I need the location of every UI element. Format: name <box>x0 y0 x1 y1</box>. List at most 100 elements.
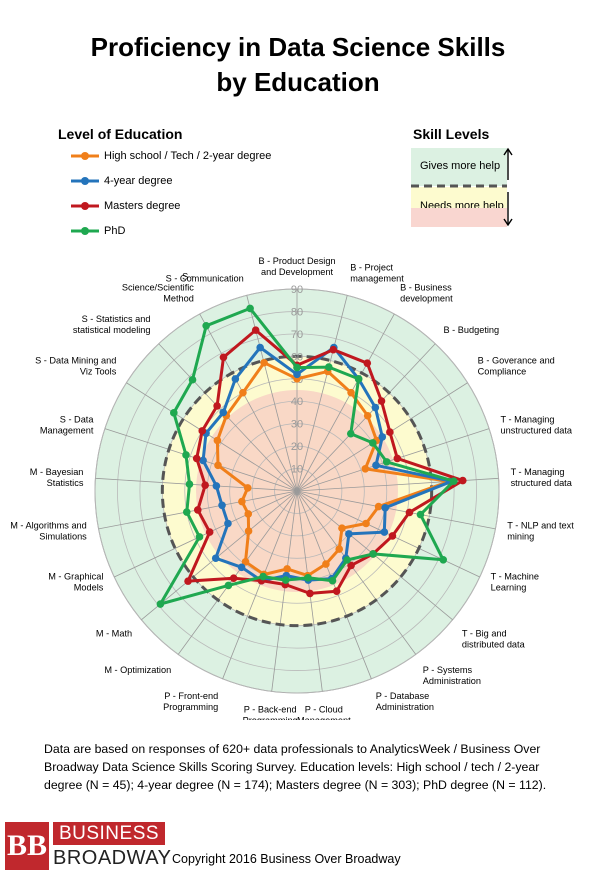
data-point <box>184 577 192 585</box>
data-point <box>260 358 268 367</box>
data-point <box>347 388 355 397</box>
data-point <box>306 589 314 598</box>
data-point <box>322 560 330 568</box>
data-point <box>304 574 312 582</box>
axis-category-label: T - Machine Learning <box>491 572 539 593</box>
radial-tick-label: 20 <box>291 441 303 453</box>
data-point <box>374 502 383 511</box>
data-point <box>378 433 387 441</box>
data-point <box>450 477 458 485</box>
data-point <box>243 484 252 492</box>
data-point <box>416 510 425 519</box>
chart-title: Proficiency in Data Science Skills by Ed… <box>0 30 596 100</box>
spoke <box>222 490 298 679</box>
threshold-ring <box>160 354 434 628</box>
data-point <box>219 408 228 417</box>
data-point <box>185 480 194 489</box>
radial-tick-label: 40 <box>291 396 303 408</box>
data-point <box>381 504 389 512</box>
skill-levels-arrows <box>411 147 513 227</box>
data-point <box>405 508 414 517</box>
data-point <box>369 439 377 447</box>
data-point <box>439 556 448 564</box>
legend-label-4year: 4-year degree <box>104 175 173 187</box>
skill-levels-title: Skill Levels <box>413 126 490 142</box>
data-point <box>218 501 226 510</box>
chart-title-line-2: by Education <box>216 67 380 97</box>
axis-category-label: M - Math <box>96 628 132 638</box>
data-point <box>182 508 191 516</box>
data-point <box>335 545 344 553</box>
radial-tick-label: 70 <box>291 329 303 341</box>
axis-category-label: B - Product Design and Development <box>258 256 335 277</box>
spoke <box>95 477 298 492</box>
spoke <box>114 490 298 578</box>
data-point <box>214 461 222 470</box>
axis-category-label: B - Business development <box>400 282 453 303</box>
data-point <box>205 528 214 536</box>
logo-line1: BUSINESS <box>53 822 165 845</box>
spoke <box>296 295 348 492</box>
data-point <box>195 533 204 541</box>
spoke <box>199 313 298 492</box>
data-point <box>369 550 377 558</box>
data-point <box>332 587 341 595</box>
data-point <box>259 572 267 581</box>
legend-label-phd: PhD <box>104 225 126 237</box>
data-point <box>328 576 337 585</box>
axis-category-label: S - Statistics and statistical modeling <box>73 314 151 335</box>
data-point <box>382 458 391 466</box>
data-point <box>224 581 233 590</box>
data-point <box>211 554 220 563</box>
data-point <box>231 375 240 383</box>
data-point <box>256 343 264 352</box>
data-point <box>182 451 190 459</box>
data-point <box>246 304 254 313</box>
skill-level-gives-label: Gives more help <box>420 160 501 172</box>
data-point <box>329 345 338 354</box>
series-line <box>186 328 465 595</box>
spoke <box>296 490 496 530</box>
data-point <box>363 411 372 420</box>
data-point <box>193 506 202 514</box>
axis-category-label: M - Bayesian Statistics <box>30 467 84 488</box>
spoke <box>296 313 395 492</box>
data-point <box>458 476 467 485</box>
data-point <box>238 497 246 506</box>
data-point <box>201 481 209 490</box>
legend-item-highschool: High school / Tech / 2-year degree <box>70 146 271 166</box>
axis-category-label: T - NLP and text mining <box>507 521 574 542</box>
data-point <box>346 429 355 438</box>
data-point <box>377 397 386 405</box>
legend-item-phd: PhD <box>70 221 125 241</box>
axis-category-label: P - CloudManagement <box>297 704 351 720</box>
radial-tick-label: 10 <box>291 464 303 476</box>
data-point <box>219 353 228 362</box>
data-point <box>293 363 301 372</box>
spoke <box>126 382 298 492</box>
data-point <box>380 528 389 536</box>
spoke <box>296 490 417 655</box>
data-point <box>343 556 351 564</box>
radial-tick-label: 80 <box>291 306 303 318</box>
data-point <box>156 600 165 608</box>
radial-tick-label: 30 <box>291 419 303 431</box>
axis-category-label: T - Managing unstructured data <box>501 414 573 435</box>
copyright: Copyright 2016 Business Over Broadway <box>172 852 401 866</box>
spoke <box>271 490 298 692</box>
data-point <box>386 428 394 436</box>
data-point <box>244 527 253 535</box>
axis-category-label: S - Data Management <box>40 414 95 435</box>
logo-mark: BB <box>5 822 49 870</box>
data-point <box>192 454 201 463</box>
data-point <box>281 576 290 584</box>
series-3 <box>156 304 458 608</box>
data-point <box>202 321 210 330</box>
data-point <box>363 359 372 367</box>
data-point <box>362 519 370 528</box>
axis-category-label: S - Data Mining and Viz Tools <box>35 355 117 376</box>
data-point <box>325 363 333 371</box>
axis-category-label: P - Systems Administration <box>423 665 481 686</box>
data-point <box>388 532 397 540</box>
